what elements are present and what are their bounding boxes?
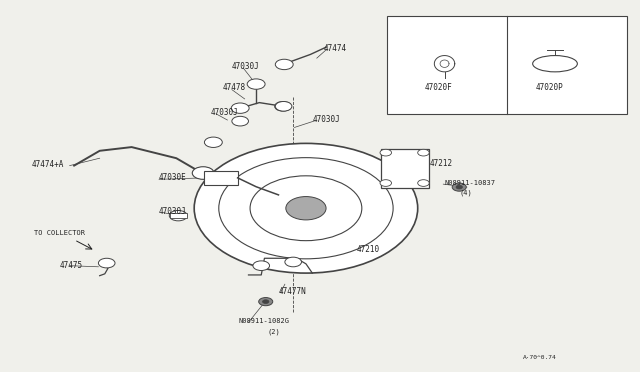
Bar [204, 171, 237, 185]
Text: 47020P: 47020P [536, 83, 564, 92]
Circle shape [259, 298, 273, 306]
Circle shape [275, 102, 292, 111]
Text: 47030J: 47030J [210, 108, 238, 117]
Circle shape [247, 79, 265, 89]
Text: 47030J: 47030J [312, 115, 340, 124]
Circle shape [286, 196, 326, 220]
Circle shape [262, 300, 269, 304]
Circle shape [380, 180, 392, 186]
Text: TO COLLECTOR: TO COLLECTOR [34, 230, 85, 237]
Circle shape [192, 167, 214, 179]
Circle shape [231, 103, 249, 113]
Circle shape [194, 143, 418, 273]
Text: 47030E: 47030E [159, 173, 187, 182]
Circle shape [452, 183, 467, 191]
Circle shape [275, 59, 293, 70]
Circle shape [418, 149, 429, 156]
Text: 47474+A: 47474+A [31, 160, 64, 169]
Text: 47478: 47478 [223, 83, 246, 92]
Text: (2): (2) [268, 328, 280, 334]
Text: N08911-1082G: N08911-1082G [238, 318, 289, 324]
Circle shape [232, 116, 248, 126]
Circle shape [285, 257, 301, 267]
Text: (4): (4) [460, 189, 472, 196]
Text: 47030J: 47030J [159, 207, 187, 216]
Text: 47030J: 47030J [232, 62, 260, 71]
Text: 47474: 47474 [323, 44, 346, 52]
Circle shape [418, 180, 429, 186]
Text: A·70^0.74: A·70^0.74 [523, 355, 557, 360]
Circle shape [170, 211, 187, 221]
Circle shape [99, 258, 115, 268]
Circle shape [219, 158, 393, 259]
Bar [381, 149, 429, 188]
Text: N08911-10837: N08911-10837 [445, 180, 495, 186]
Circle shape [275, 102, 291, 111]
Text: 47210: 47210 [357, 245, 380, 254]
Circle shape [456, 185, 463, 189]
Ellipse shape [532, 55, 577, 72]
Circle shape [380, 149, 392, 156]
Bar [387, 16, 627, 114]
Text: 47020F: 47020F [425, 83, 452, 92]
Circle shape [250, 176, 362, 241]
Circle shape [253, 261, 269, 270]
Text: 47212: 47212 [430, 158, 453, 167]
Text: 47477N: 47477N [278, 287, 307, 296]
Text: 47475: 47475 [60, 261, 83, 270]
Bar [170, 213, 187, 218]
Circle shape [204, 137, 222, 147]
